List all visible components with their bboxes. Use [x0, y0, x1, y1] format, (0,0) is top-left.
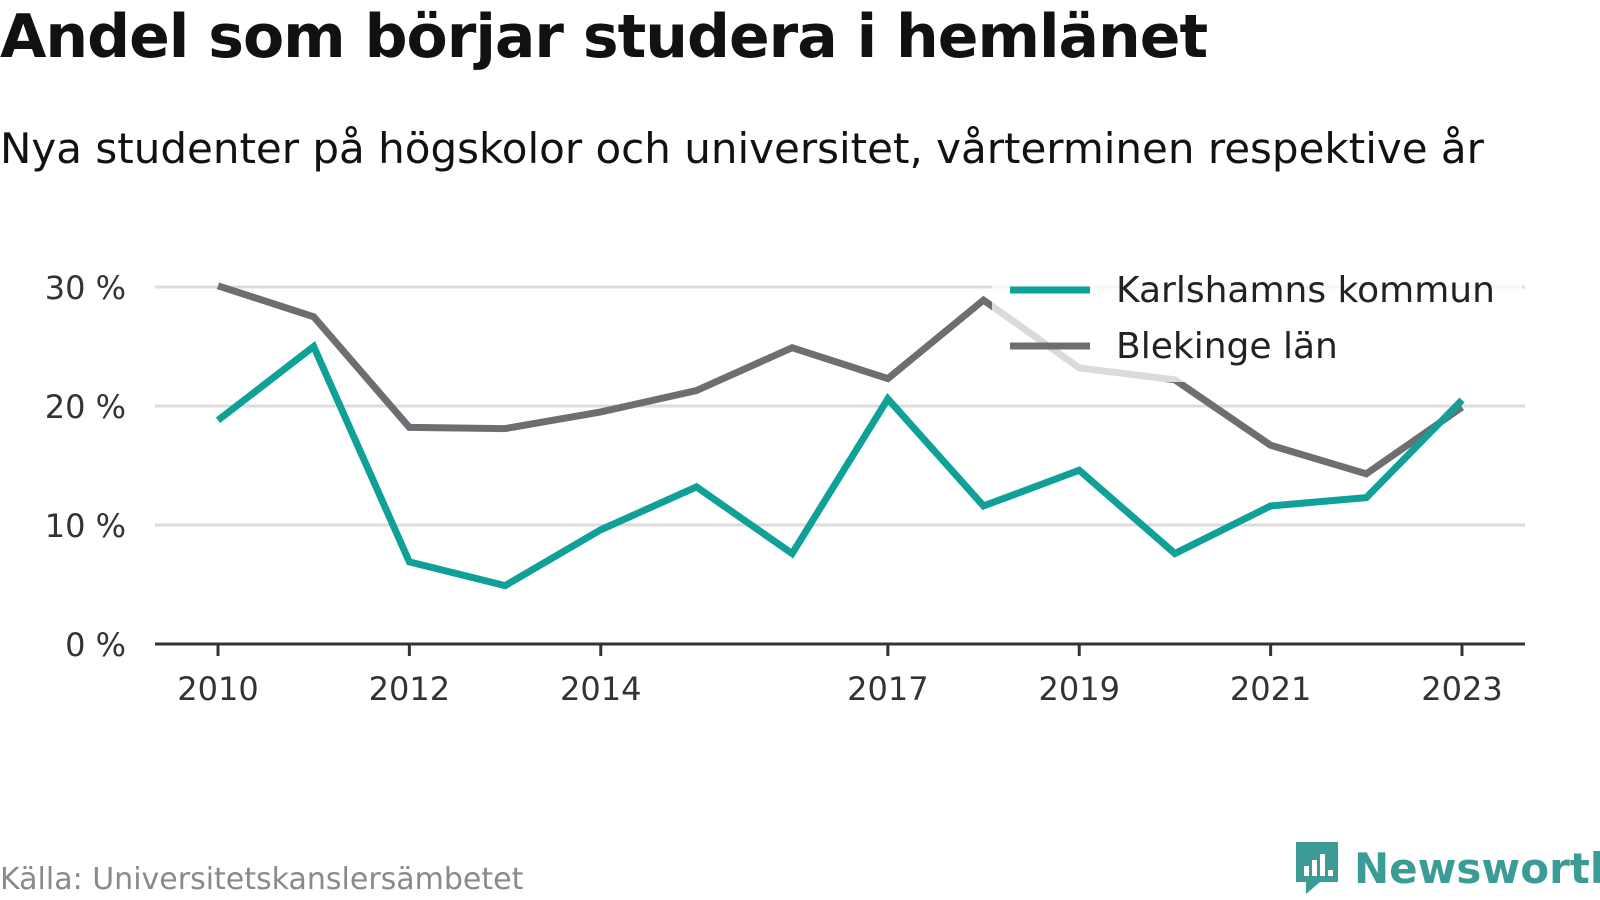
y-tick-label: 0 %: [65, 626, 126, 664]
legend-label: Karlshamns kommun: [1116, 270, 1495, 311]
x-tick-label: 2019: [1039, 670, 1120, 708]
y-tick-label: 10 %: [45, 507, 126, 545]
legend-label: Blekinge län: [1116, 326, 1338, 367]
newsworthy-logo-icon: [1296, 842, 1338, 894]
x-tick-label: 2023: [1421, 670, 1502, 708]
x-tick-label: 2017: [847, 670, 928, 708]
series-line-karlshamns-kommun: [215, 341, 1465, 590]
x-tick-label: 2010: [177, 670, 258, 708]
x-tick-label: 2014: [560, 670, 641, 708]
source-note: Källa: Universitetskanslersämbetet: [0, 862, 524, 897]
legend-background: [992, 262, 1522, 382]
brand-name: Newsworthy: [1354, 843, 1600, 893]
y-tick-label: 30 %: [45, 269, 126, 307]
chart-title: Andel som börjar studera i hemlänet: [0, 2, 1208, 72]
x-tick-label: 2021: [1230, 670, 1311, 708]
brand-logo[interactable]: Newsworthy: [1292, 838, 1600, 898]
chart-subtitle: Nya studenter på högskolor och universit…: [0, 124, 1484, 173]
y-tick-label: 20 %: [45, 388, 126, 426]
x-tick-label: 2012: [369, 670, 450, 708]
series-line-blekinge-lan: [216, 282, 1465, 478]
